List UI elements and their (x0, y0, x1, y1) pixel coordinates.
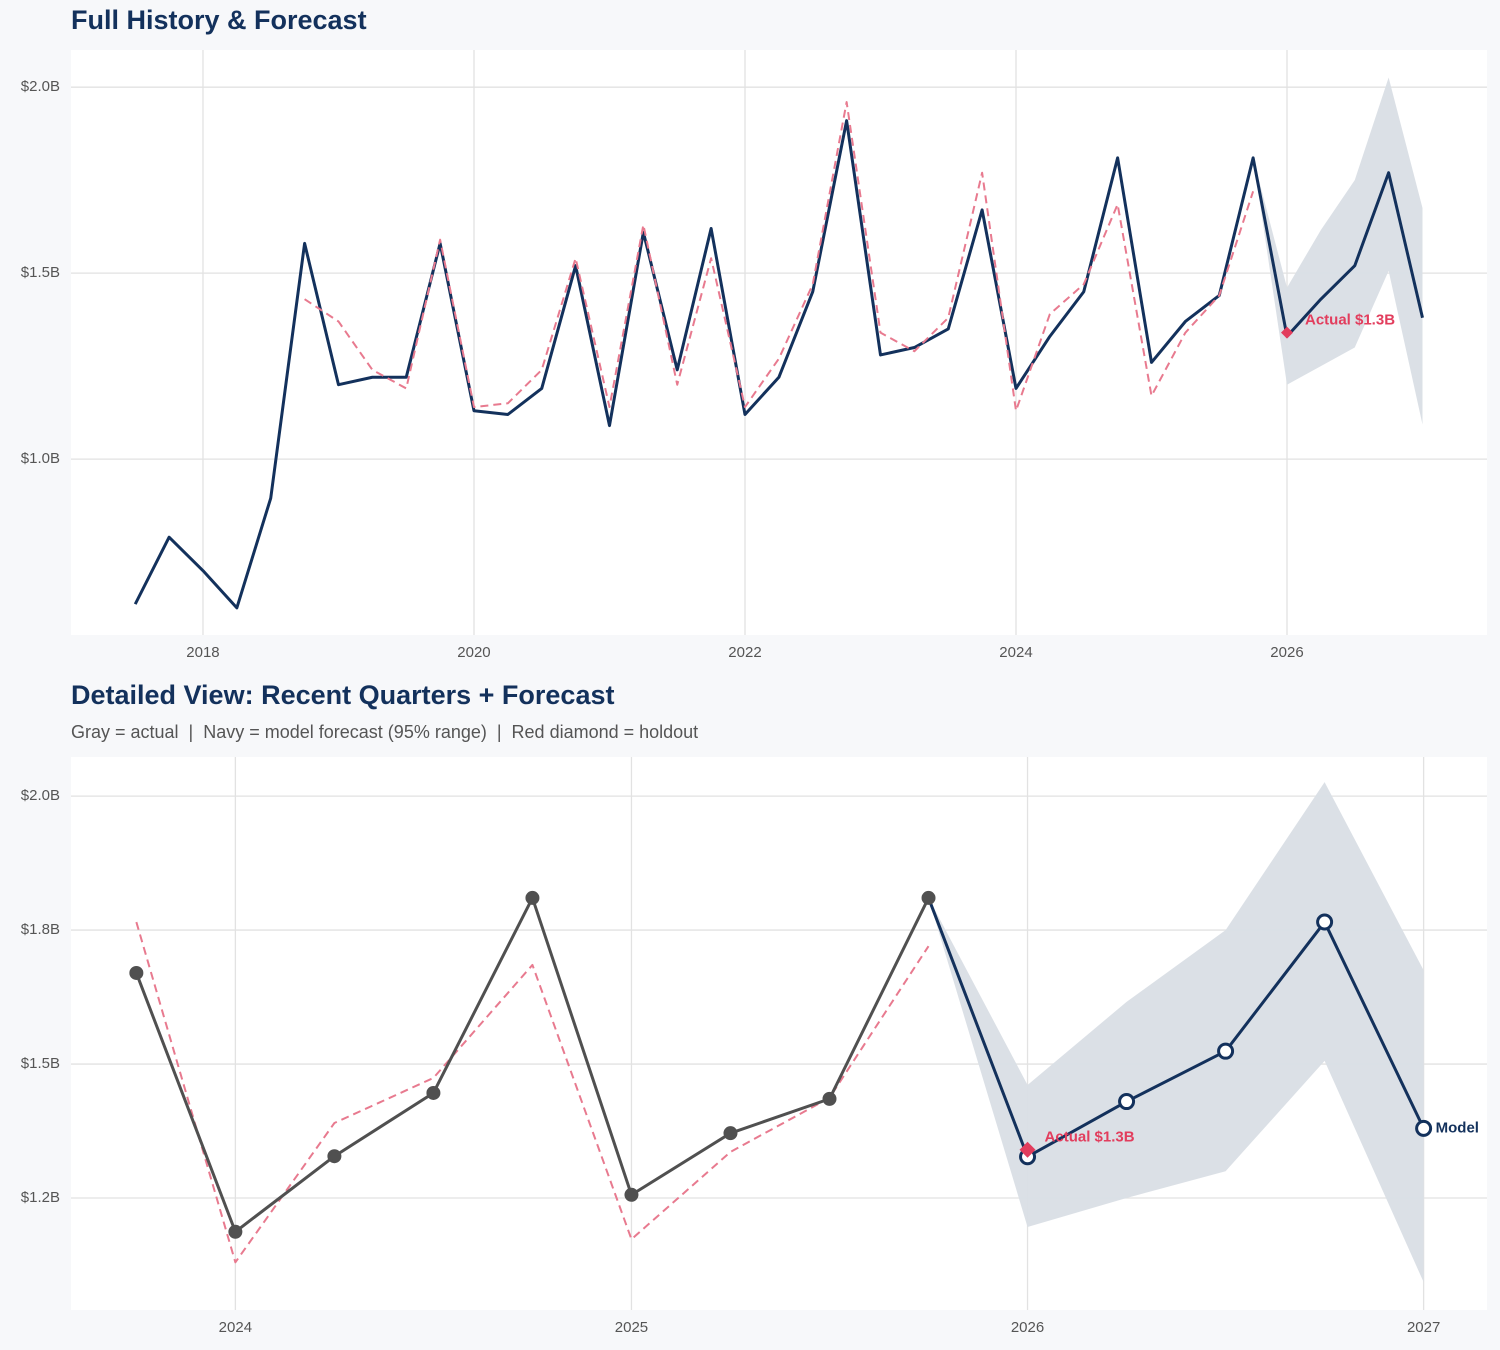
chart-title: Full History & Forecast (71, 5, 367, 35)
x-tick-label: 2026 (1011, 1319, 1044, 1336)
series-line (133, 119, 1424, 610)
data-point (624, 1187, 639, 1202)
series-line (135, 921, 930, 1264)
y-tick-label: $1.8B (21, 921, 60, 938)
y-tick-label: $1.5B (21, 264, 60, 281)
data-point (1316, 913, 1334, 931)
x-tick-label: 2027 (1407, 1319, 1440, 1336)
data-point (525, 890, 540, 905)
holdout-diamond (1019, 1141, 1036, 1158)
end-label: Model (1436, 1119, 1479, 1136)
data-point (426, 1085, 441, 1100)
holdout-label: Actual $1.3B (1045, 1129, 1135, 1146)
forecast-band (928, 782, 1424, 1283)
data-point (921, 890, 936, 905)
chart-title: Detailed View: Recent Quarters + Forecas… (71, 680, 614, 710)
y-tick-label: $2.0B (21, 787, 60, 804)
x-tick-label: 2022 (728, 644, 761, 661)
data-point (1415, 1119, 1433, 1137)
chart-subtitle: Gray = actual | Navy = model forecast (9… (71, 722, 698, 742)
y-tick-label: $1.5B (21, 1055, 60, 1072)
x-tick-label: 2025 (615, 1319, 648, 1336)
y-tick-label: $1.0B (21, 450, 60, 467)
holdout-label: Actual $1.3B (1305, 312, 1395, 329)
data-point (1217, 1042, 1235, 1060)
data-point (822, 1091, 837, 1106)
series-line (304, 101, 1255, 412)
series-line (927, 897, 1425, 1159)
holdout-diamond (1280, 326, 1293, 339)
x-tick-label: 2024 (219, 1319, 252, 1336)
x-tick-label: 2024 (999, 644, 1032, 661)
y-tick-label: $2.0B (21, 78, 60, 95)
x-tick-label: 2018 (186, 644, 219, 661)
data-point (129, 965, 144, 980)
data-point (723, 1126, 738, 1141)
x-tick-label: 2020 (457, 644, 490, 661)
data-point (1118, 1093, 1136, 1111)
x-tick-label: 2026 (1270, 644, 1303, 661)
forecast-band (1253, 77, 1423, 425)
plot-area (71, 50, 1487, 635)
data-point (327, 1149, 342, 1164)
y-tick-label: $1.2B (21, 1189, 60, 1206)
data-point (228, 1224, 243, 1239)
